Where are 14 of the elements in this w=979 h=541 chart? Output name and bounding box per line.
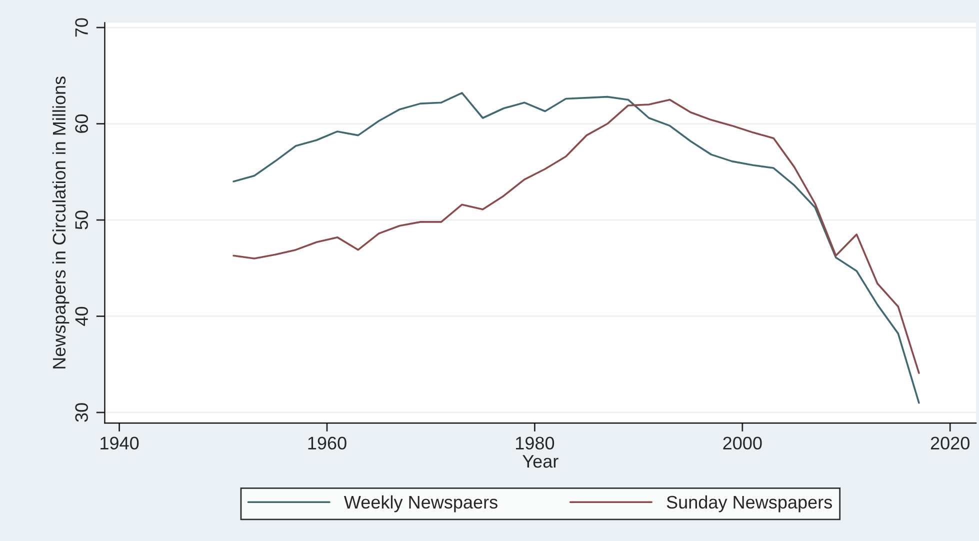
y-tick-label: 30	[75, 403, 88, 422]
y-axis-title: Newspapers in Circulation in Millions	[52, 76, 70, 368]
y-tick-label: 60	[75, 114, 88, 133]
y-tick-label: 70	[75, 18, 88, 37]
legend-label: Weekly Newspaers	[344, 495, 498, 512]
x-tick-label: 2020	[930, 436, 970, 450]
x-axis-title: Year	[522, 455, 558, 468]
x-tick-label: 1960	[308, 436, 346, 450]
x-tick-label: 1940	[100, 436, 139, 450]
y-tick-label: 50	[75, 210, 88, 230]
y-tick-label: 40	[75, 306, 88, 326]
x-tick-label: 2000	[723, 436, 762, 450]
x-tick-label: 1980	[516, 436, 554, 450]
legend-label: Sunday Newspapers	[666, 495, 832, 512]
